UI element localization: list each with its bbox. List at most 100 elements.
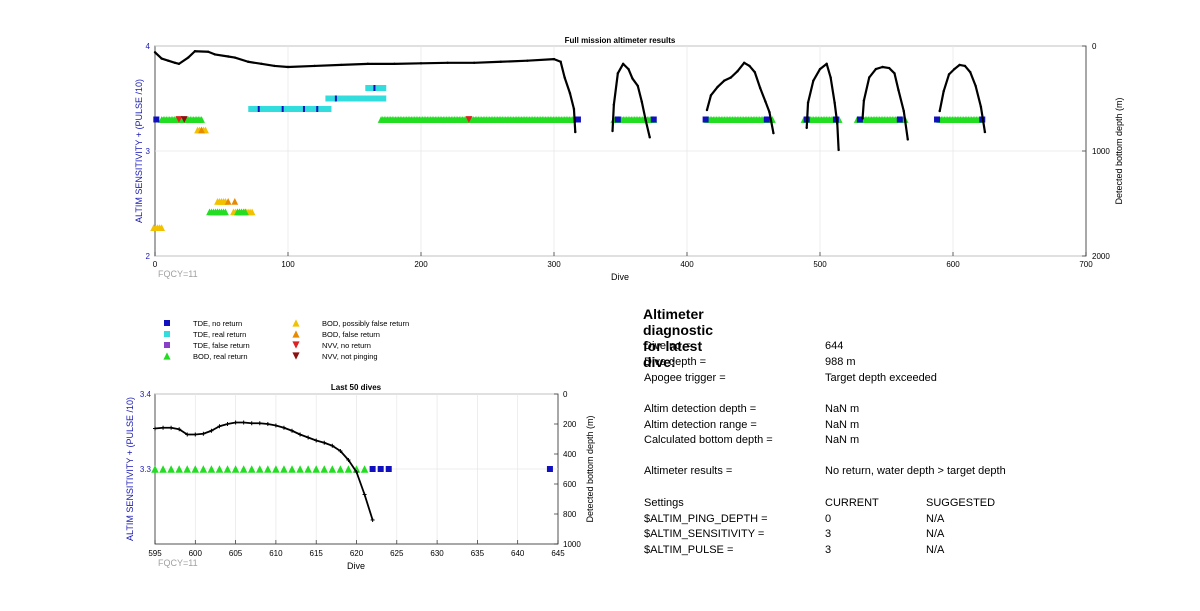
bottom-depth-point (322, 440, 327, 445)
legend-label: BOD, real return (193, 352, 248, 361)
top-depth-arch-point (979, 105, 983, 109)
bottom-bod-real-marker (296, 465, 304, 473)
top-tde-no-return-marker (702, 116, 709, 123)
top-marks (150, 50, 987, 232)
top-depth-arch-point (764, 100, 767, 103)
bottom-y-tick-label: 3.4 (140, 390, 152, 399)
top-depth-line-point (572, 107, 576, 111)
bottom-bod-real-marker (199, 465, 208, 473)
bottom-depth-point (225, 422, 230, 426)
top-depth-arch-point (805, 126, 808, 130)
top-depth-arch-point (837, 148, 840, 152)
legend-label: NVV, not pinging (322, 352, 378, 361)
bottom-bod-real-marker (231, 465, 240, 473)
top-bod-false-marker (198, 126, 205, 134)
top-depth-line-point (499, 60, 502, 63)
top-x-tick-label: 0 (153, 260, 158, 269)
top-x-tick-label: 100 (281, 260, 295, 269)
bottom-y-right-tick-label: 400 (563, 450, 577, 459)
bottom-bod-real-marker (320, 465, 329, 473)
legend-marker (164, 320, 170, 326)
top-depth-line-point (340, 63, 343, 67)
top-depth-arch-point (768, 110, 771, 114)
bottom-depth-point (257, 421, 262, 426)
bottom-bod-real-marker (191, 465, 200, 473)
bottom-x-tick-label: 625 (390, 549, 404, 558)
top-depth-arch-point (636, 84, 639, 88)
legend-marker (292, 341, 300, 349)
top-depth-line-point (233, 56, 236, 59)
bottom-depth-point (217, 424, 222, 429)
top-depth-arch (861, 65, 909, 140)
bottom-tde-no-return-marker (385, 466, 392, 472)
diag-label-dive-depth: Dive depth = (644, 356, 707, 368)
setting-pulse-current: 3 (825, 544, 832, 556)
bottom-depth-point (298, 432, 303, 437)
bottom-x-tick-label: 605 (229, 549, 243, 558)
top-depth-line-point (193, 50, 197, 53)
top-depth-arch-point (748, 64, 751, 68)
legend-marker (292, 319, 300, 327)
settings-header-suggested: SUGGESTED (926, 497, 996, 509)
top-y-label: ALTIM SENSITIVITY + (PULSE /10) (134, 79, 144, 223)
top-bod-real-marker (242, 208, 249, 216)
bottom-y-right-tick-label: 200 (563, 420, 577, 429)
top-bod-false-marker (224, 198, 232, 205)
top-tde-no-return-marker (650, 116, 657, 123)
top-depth-arch-point (887, 66, 891, 70)
last-50-dives-chart: 595 600 605 610 615 620 625 630 635 640 645 3.3 3.4 0… (125, 383, 595, 571)
bottom-y-right-tick-label: 600 (563, 480, 577, 489)
settings-header-current: CURRENT (825, 497, 879, 509)
legend-label: BOD, false return (322, 330, 380, 339)
diag-value-dive-depth: 988 m (825, 356, 856, 368)
bottom-bod-real-marker (336, 465, 345, 473)
legend-label: BOD, possibly false return (322, 319, 409, 328)
bottom-y-tick-label: 3.3 (140, 465, 152, 474)
bottom-depth-point (265, 422, 270, 426)
top-depth-line-point (473, 61, 476, 64)
top-depth-line-point (173, 61, 177, 64)
top-tde-no-return-marker (316, 106, 319, 112)
legend-marker (164, 342, 170, 348)
top-depth-arch-point (742, 61, 746, 64)
bottom-bod-real-marker (280, 465, 288, 473)
top-ticks: 0 100 200 300 400 500 600 700 2 3 4 0 1000 2000 (146, 42, 1111, 269)
top-x-tick-label: 600 (946, 260, 960, 269)
bottom-depth-point (306, 435, 311, 440)
top-y-tick-label: 3 (146, 147, 151, 156)
bottom-x-tick-label: 640 (511, 549, 525, 558)
bottom-depth-point (233, 420, 238, 425)
bottom-depth-point (370, 518, 375, 522)
top-y-right-tick-label: 1000 (1092, 147, 1110, 156)
setting-ping-depth-suggested: N/A (926, 513, 945, 525)
top-y-tick-label: 2 (146, 252, 151, 261)
bottom-depth-point (249, 421, 254, 426)
top-bod-possibly-false-marker (158, 224, 166, 232)
legend-label: NVV, no return (322, 341, 371, 350)
top-tde-no-return-marker (257, 106, 260, 112)
diag-label-detection-depth: Altim detection depth = (644, 403, 757, 415)
diag-label-dive-no: Dive no = (644, 340, 691, 352)
bottom-y-right-label: Detected bottom depth (m) (585, 415, 595, 522)
top-depth-line-point (226, 55, 230, 58)
top-depth-arch-point (983, 130, 987, 134)
top-x-tick-label: 200 (414, 260, 428, 269)
setting-sensitivity-label: $ALTIM_SENSITIVITY = (644, 528, 765, 540)
top-depth-arch-point (812, 79, 815, 82)
top-depth-arch-point (616, 72, 620, 75)
top-depth-line-point (187, 56, 190, 59)
legend-label: TDE, false return (193, 341, 250, 350)
top-depth-arch-point (736, 70, 739, 73)
top-depth-arch-point (902, 109, 905, 113)
top-depth-line-point (366, 62, 369, 66)
bottom-depth-point (161, 425, 166, 430)
bottom-y-right-tick-label: 0 (563, 390, 568, 399)
top-x-tick-label: 500 (813, 260, 827, 269)
diag-value-detection-depth: NaN m (825, 403, 860, 415)
top-depth-line-point (568, 92, 572, 95)
top-depth-arch-point (640, 100, 643, 103)
diag-label-apogee: Apogee trigger = (644, 372, 726, 384)
bottom-depth-point (281, 425, 286, 430)
top-bod-false-marker (231, 198, 239, 205)
